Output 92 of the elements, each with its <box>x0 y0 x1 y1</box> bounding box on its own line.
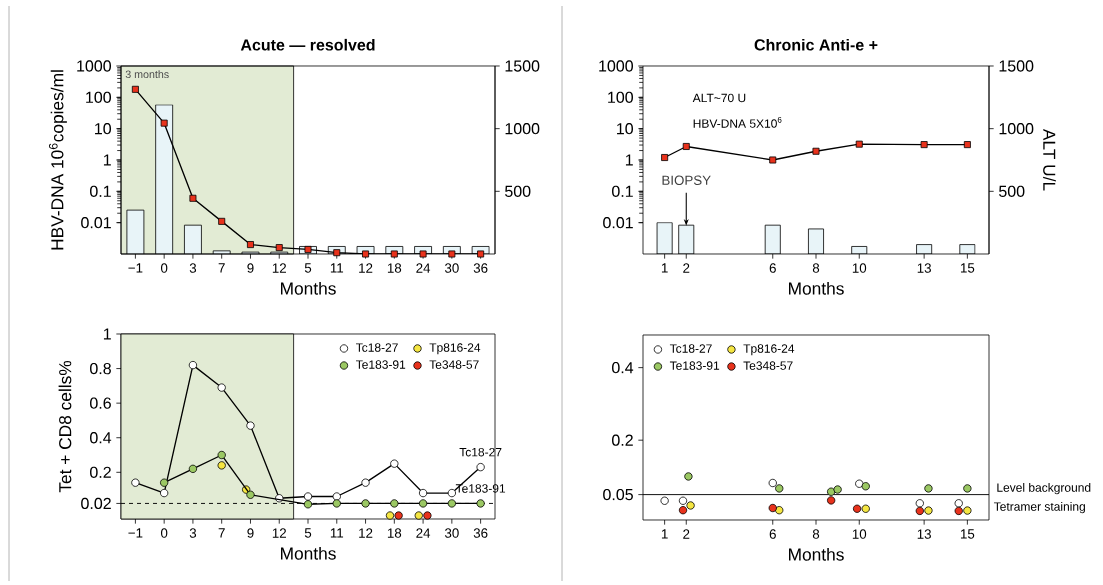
y2-tick-label: 500 <box>505 185 531 197</box>
legend-label: Te183-91 <box>355 360 406 369</box>
x-axis-title: Months <box>789 281 844 295</box>
x-tick-label: 8 <box>812 263 820 273</box>
x-tick-label: 13 <box>917 529 931 539</box>
x-tick-label: 12 <box>359 263 373 273</box>
y2-tick-label: 1000 <box>999 123 1034 135</box>
x-tick-label: −1 <box>128 263 143 273</box>
x-tick-label: 11 <box>330 263 344 273</box>
legend-label: Tp816-24 <box>429 343 481 355</box>
x-axis-title: Months <box>281 546 336 560</box>
y-axis-title: HBV-DNA 10$^{6}$copies/ml <box>49 70 67 250</box>
x-tick-label: 10 <box>852 263 867 273</box>
x-tick-label: 13 <box>917 263 931 273</box>
annotation: Te183-91 <box>455 484 506 493</box>
x-tick-label: 18 <box>387 263 402 273</box>
annotation: Tc18-27 <box>459 447 502 457</box>
y2-tick-label: 500 <box>999 185 1025 197</box>
y-tick-label: 1 <box>103 154 111 166</box>
legend-label: Te183-91 <box>669 361 720 370</box>
text: Tetramer staining <box>993 502 1085 514</box>
y-tick-label: 10 <box>95 123 112 135</box>
x-tick-label: 0 <box>160 528 168 538</box>
x-tick-label: 2 <box>683 529 690 539</box>
x-tick-label: 10 <box>852 529 867 539</box>
x-tick-label: 12 <box>272 528 286 538</box>
band-label: 3 months <box>125 70 169 79</box>
chart-title: Chronic Anti-e + <box>754 38 878 51</box>
y-tick-label: 0.2 <box>612 434 633 446</box>
x-tick-label: 36 <box>473 263 488 273</box>
x-tick-label: −1 <box>128 528 143 538</box>
y-tick-label: 0.2 <box>90 466 111 478</box>
y-tick-label: 1 <box>103 328 111 340</box>
y-tick-label: 0.1 <box>90 185 111 197</box>
y-tick-label: 0.05 <box>603 488 633 501</box>
y-tick-label: 0.4 <box>612 361 634 374</box>
x-tick-label: 9 <box>247 528 254 538</box>
legend-label: Tc18-27 <box>669 344 712 353</box>
x-tick-label: 30 <box>444 263 459 273</box>
y2-tick-label: 1500 <box>505 60 540 72</box>
x-tick-label: 5 <box>304 263 312 273</box>
annotation: ALT~70 U <box>692 93 746 103</box>
legend-label: Tc18-27 <box>355 343 398 352</box>
y-tick-label: 0.02 <box>81 497 111 510</box>
x-tick-label: 1 <box>661 263 668 273</box>
x-tick-label: 15 <box>960 263 975 273</box>
x-tick-label: 5 <box>304 528 312 538</box>
annotation: HBV-DNA 5X10$^{6}$ <box>693 117 782 128</box>
chart-title: Acute — resolved <box>240 38 375 51</box>
legend-label: Tp816-24 <box>743 344 795 356</box>
x-tick-label: 18 <box>387 528 402 538</box>
x-tick-label: 3 <box>189 263 197 273</box>
y-tick-label: 0.8 <box>90 362 111 375</box>
y-tick-label: 1 <box>625 154 633 166</box>
x-tick-label: 7 <box>218 528 225 538</box>
y2-axis-title: ALT U/L <box>1043 128 1056 191</box>
y-tick-label: 0.01 <box>81 217 111 229</box>
legend-label: Te348-57 <box>429 360 479 369</box>
x-tick-label: 9 <box>247 263 254 273</box>
y-tick-label: 0.1 <box>612 185 633 197</box>
x-tick-label: 8 <box>812 529 820 539</box>
y-tick-label: 1000 <box>77 60 112 72</box>
x-tick-label: 7 <box>218 263 225 273</box>
x-axis-title: Months <box>281 281 336 295</box>
x-tick-label: 24 <box>416 263 431 273</box>
y-tick-label: 0.01 <box>603 217 633 229</box>
annotation: BIOPSY <box>662 175 711 185</box>
x-tick-label: 2 <box>683 263 690 273</box>
x-tick-label: 6 <box>769 529 776 539</box>
x-tick-label: 12 <box>272 263 286 273</box>
y-tick-label: 100 <box>86 91 112 103</box>
x-tick-label: 12 <box>359 528 373 538</box>
x-tick-label: 3 <box>189 528 197 538</box>
ref-line-label: Level background <box>997 483 1091 495</box>
x-tick-label: 15 <box>960 529 975 539</box>
x-tick-label: 11 <box>330 528 344 538</box>
y-tick-label: 1000 <box>599 60 633 72</box>
x-tick-label: 30 <box>444 528 459 538</box>
y-axis-title: Tet + CD8 cells% <box>58 360 72 493</box>
y2-tick-label: 1500 <box>999 60 1034 72</box>
x-tick-label: 6 <box>769 263 776 273</box>
x-tick-label: 24 <box>416 528 431 538</box>
x-tick-label: 1 <box>661 529 668 539</box>
x-tick-label: 0 <box>160 263 168 273</box>
legend-label: Te348-57 <box>743 361 793 370</box>
y2-tick-label: 1000 <box>505 123 540 135</box>
y-tick-label: 0.6 <box>90 397 111 409</box>
y-tick-label: 10 <box>617 123 634 135</box>
y-tick-label: 100 <box>608 91 633 103</box>
x-tick-label: 36 <box>473 528 488 538</box>
y-tick-label: 0.4 <box>90 432 112 444</box>
x-axis-title: Months <box>789 547 844 561</box>
